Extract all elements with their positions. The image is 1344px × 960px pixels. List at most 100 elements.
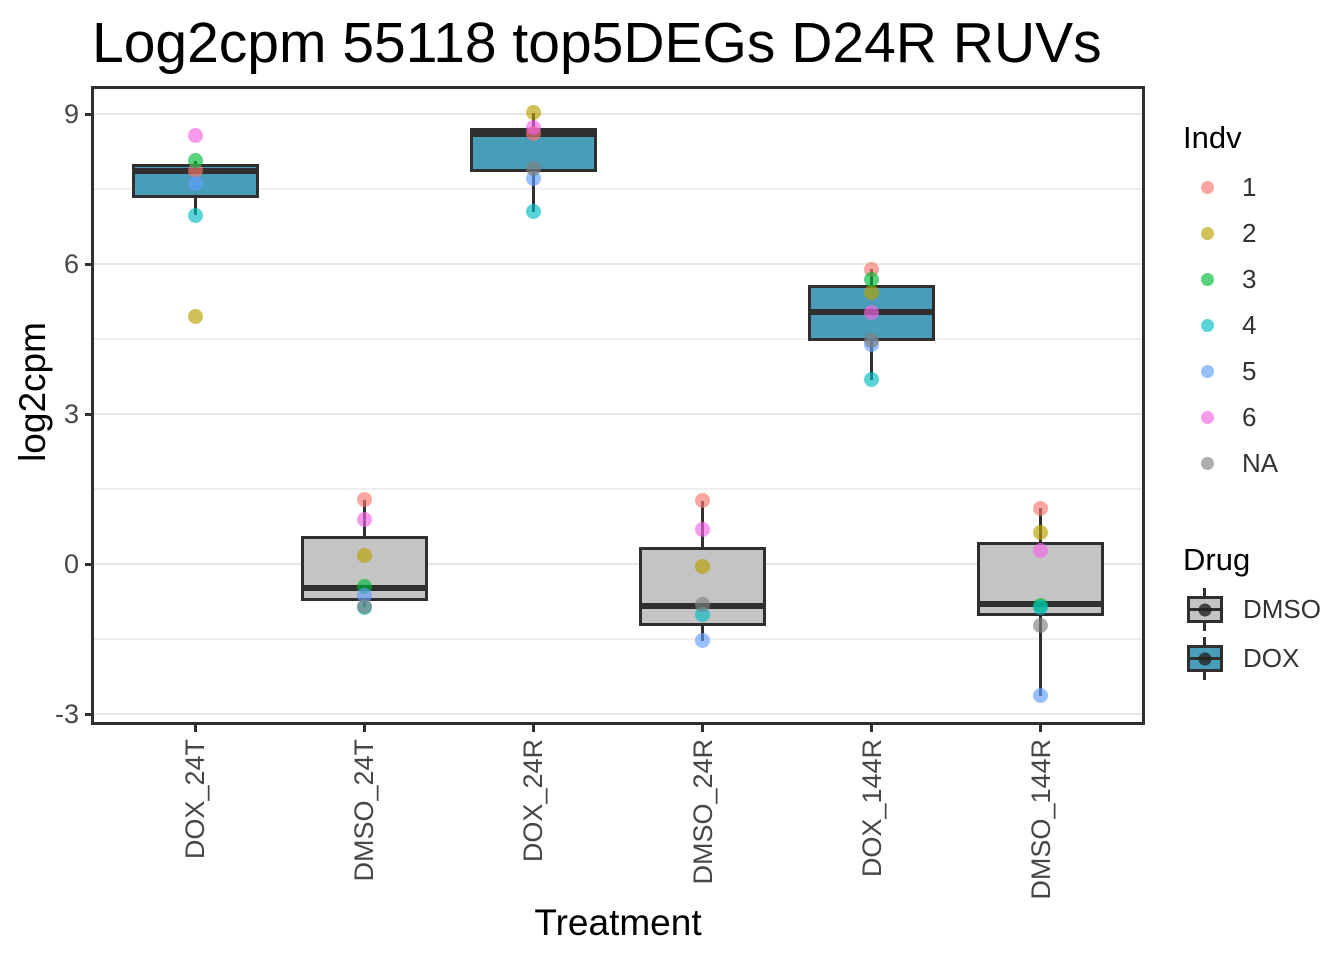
whisker-lower xyxy=(870,341,874,380)
x-tick-mark xyxy=(1039,723,1043,732)
data-point-indv-6 xyxy=(525,120,541,135)
data-point-indv-6 xyxy=(187,127,203,143)
legend-indv-item-2: 2 xyxy=(1183,210,1278,256)
data-point-indv-2 xyxy=(695,558,711,574)
legend-indv-title: Indv xyxy=(1183,120,1242,155)
major-gridline xyxy=(94,263,1142,265)
legend-drug-label: DMSO xyxy=(1243,594,1321,624)
legend-indv-item-3: 3 xyxy=(1183,256,1278,302)
data-point-indv-6 xyxy=(864,304,880,320)
legend-dot-icon xyxy=(1201,272,1214,286)
boxplot-key-icon xyxy=(1183,636,1227,681)
data-point-indv-3 xyxy=(864,272,880,287)
y-tick-label: -3 xyxy=(54,699,79,729)
data-point-indv-4 xyxy=(1033,599,1049,615)
y-tick-mark xyxy=(85,262,94,266)
x-tick-mark xyxy=(531,723,535,732)
data-point-indv-NA xyxy=(525,161,541,176)
y-tick-label: 6 xyxy=(63,249,79,279)
data-point-indv-2 xyxy=(187,309,203,324)
x-tick-label: DMSO_24R xyxy=(687,739,718,885)
x-tick-mark xyxy=(870,723,874,732)
legend-drug-label: DOX xyxy=(1243,643,1300,673)
whisker-lower xyxy=(193,197,197,215)
legend-indv-item-NA: NA xyxy=(1183,440,1278,486)
data-point-indv-4 xyxy=(525,204,541,219)
data-point-indv-1 xyxy=(356,492,372,507)
whisker-lower xyxy=(1039,615,1043,696)
legend-indv-item-1: 1 xyxy=(1183,164,1278,210)
legend-drug: Drug DMSO DOX xyxy=(1183,538,1321,682)
legend-dot-icon xyxy=(1201,364,1214,378)
data-point-indv-5 xyxy=(187,176,203,191)
data-point-indv-4 xyxy=(864,372,880,387)
key-point xyxy=(1198,603,1212,616)
legend-indv-label: 3 xyxy=(1242,263,1257,294)
key-point xyxy=(1198,652,1212,665)
data-point-indv-5 xyxy=(356,587,372,603)
data-point-indv-NA xyxy=(695,596,711,612)
plot-panel xyxy=(94,89,1142,722)
data-point-indv-NA xyxy=(1033,618,1049,633)
data-point-indv-6 xyxy=(1033,543,1049,558)
key-box xyxy=(1187,596,1223,623)
legend-dot-icon xyxy=(1201,410,1214,424)
legend-dot-icon xyxy=(1201,456,1214,470)
legend-dot-icon xyxy=(1201,180,1214,194)
y-tick-label: 0 xyxy=(63,549,79,579)
data-point-indv-5 xyxy=(695,633,711,648)
minor-gridline xyxy=(94,638,1142,640)
major-gridline xyxy=(94,563,1142,565)
whisker-lower xyxy=(531,171,535,212)
data-point-indv-1 xyxy=(1033,500,1049,516)
legend-dot-icon xyxy=(1201,226,1214,240)
y-tick-label: 9 xyxy=(63,99,79,129)
x-tick-label: DOX_24R xyxy=(518,739,549,863)
key-box xyxy=(1187,645,1223,672)
x-tick-mark xyxy=(362,723,366,732)
chart-title: Log2cpm 55118 top5DEGs D24R RUVs xyxy=(92,11,1102,75)
data-point-indv-6 xyxy=(695,521,711,537)
legend-indv-label: 5 xyxy=(1242,355,1257,386)
y-tick-mark xyxy=(85,562,94,566)
minor-gridline xyxy=(94,488,1142,490)
legend-drug-item-DMSO: DMSO xyxy=(1183,586,1321,633)
legend-drug-item-DOX: DOX xyxy=(1183,635,1321,682)
boxplot-key-icon xyxy=(1183,587,1227,632)
y-tick-mark xyxy=(85,112,94,116)
major-gridline xyxy=(94,413,1142,415)
legend-indv-label: 4 xyxy=(1242,309,1257,340)
data-point-indv-NA xyxy=(356,599,372,614)
data-point-indv-2 xyxy=(1033,525,1049,540)
legend-drug-title: Drug xyxy=(1183,542,1251,577)
major-gridline xyxy=(94,113,1142,115)
minor-gridline xyxy=(94,338,1142,340)
x-tick-label: DMSO_24T xyxy=(349,739,380,882)
y-tick-mark xyxy=(85,412,94,416)
x-tick-mark xyxy=(701,723,705,732)
legend-indv-item-4: 4 xyxy=(1183,302,1278,348)
legend-indv-item-6: 6 xyxy=(1183,394,1278,440)
data-point-indv-5 xyxy=(1033,688,1049,703)
legend-indv: Indv 1 2 3 4 5 6 NA xyxy=(1183,116,1278,486)
y-tick-mark xyxy=(85,712,94,716)
x-tick-mark xyxy=(193,723,197,732)
x-axis-title: Treatment xyxy=(534,902,702,943)
legend-drug-items: DMSO DOX xyxy=(1183,586,1321,682)
data-point-indv-3 xyxy=(187,153,203,168)
minor-gridline xyxy=(94,188,1142,190)
x-tick-label: DMSO_144R xyxy=(1025,739,1056,900)
legend-indv-items: 1 2 3 4 5 6 NA xyxy=(1183,164,1278,486)
data-point-indv-6 xyxy=(356,511,372,527)
data-point-indv-NA xyxy=(864,333,880,348)
x-tick-label: DOX_24T xyxy=(180,739,211,860)
major-gridline xyxy=(94,713,1142,715)
legend-indv-label: 1 xyxy=(1242,171,1257,202)
data-point-indv-4 xyxy=(187,207,203,223)
legend-indv-label: NA xyxy=(1242,447,1279,478)
legend-indv-label: 2 xyxy=(1242,217,1257,248)
data-point-indv-2 xyxy=(525,105,541,120)
y-tick-label: 3 xyxy=(63,399,79,429)
